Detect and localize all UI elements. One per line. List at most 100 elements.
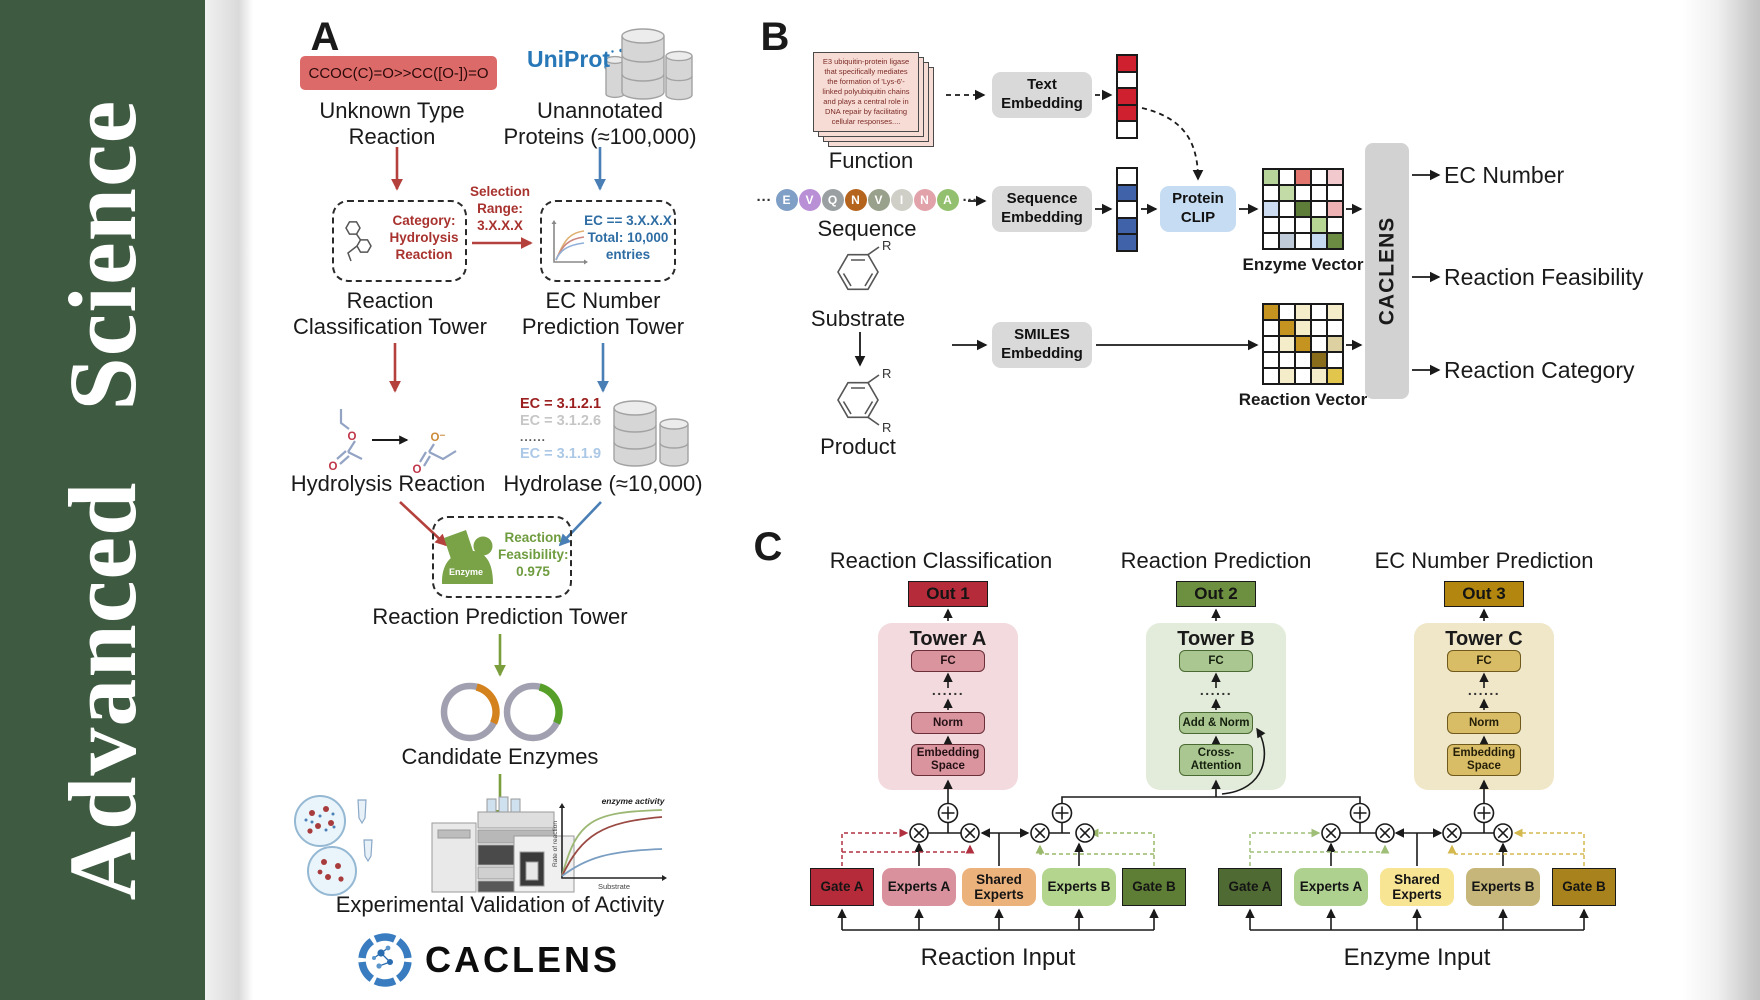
enzyme-icon-label: Enzyme <box>448 567 483 577</box>
curve-label: enzyme activity <box>602 796 666 806</box>
page-right-shadow <box>1682 0 1760 1000</box>
graph-ylabel: Rate of reaction <box>552 821 559 867</box>
reaction-vector-matrix <box>1262 303 1344 385</box>
product-molecule <box>837 374 880 426</box>
panel-b-label: B <box>760 15 790 59</box>
task-header-ec-number-prediction: EC Number Prediction <box>1374 548 1594 573</box>
enzyme-gate-b: Gate B <box>1552 868 1616 906</box>
activity-graph: enzyme activity Rate of reaction Substra… <box>552 796 667 891</box>
tower-c-embedding: Embedding Space <box>1447 744 1521 776</box>
tower-b-fc: FC <box>1179 650 1253 672</box>
panel-b-arrows <box>854 89 1441 376</box>
enzyme-input-label: Enzyme Input <box>1343 944 1491 971</box>
enzyme-vector-label: Enzyme Vector <box>1242 255 1364 274</box>
tower-a-dots: ...... <box>931 682 965 698</box>
reaction-experts-b: Experts B <box>1042 868 1116 906</box>
ec-item-ellipsis: ...... <box>520 430 547 444</box>
product-label: Product <box>820 434 896 459</box>
reaction-gate-b: Gate B <box>1122 868 1186 906</box>
ec-tower-label: EC Number Prediction Tower <box>521 288 685 339</box>
reaction-vector-label: Reaction Vector <box>1238 390 1368 409</box>
function-card: E3 ubiquitin-protein ligase that specifi… <box>813 52 919 132</box>
tower-c-dots: ...... <box>1467 682 1501 698</box>
cell-assay-icon <box>294 795 373 896</box>
tower-a-title: Tower A <box>909 628 987 650</box>
function-label: Function <box>828 148 914 173</box>
hydrolase-database-icon <box>613 400 689 467</box>
task-header-reaction-prediction: Reaction Prediction <box>1120 548 1312 573</box>
candidate-enzymes-label: Candidate Enzymes <box>401 744 599 769</box>
multiply-node-icon <box>909 823 1513 843</box>
add-node-icon <box>937 802 1495 824</box>
output-reaction-category: Reaction Category <box>1444 357 1635 383</box>
substrate-molecule <box>837 246 880 291</box>
hydrolase-label: Hydrolase (≈10,000) <box>503 471 703 496</box>
ec-item: EC = 3.1.2.6 <box>520 412 602 429</box>
category-dashed-box: Category: Hydrolysis Reaction <box>332 200 467 282</box>
gate-weight-paths <box>841 828 1585 866</box>
tower-c-title: Tower C <box>1445 628 1523 650</box>
ec-item: EC = 3.1.2.1 <box>520 396 602 412</box>
caclens-logo-icon <box>358 933 412 987</box>
classification-tower-label: Reaction Classification Tower <box>292 288 487 339</box>
svg-text:O⁻: O⁻ <box>430 432 445 444</box>
panel-a-label: A <box>310 15 340 59</box>
reaction-smiles-box: CCOC(C)=O>>CC([O-])=O <box>300 56 497 90</box>
plasmid-icons <box>440 682 563 742</box>
hydrolysis-reaction-label: Hydrolysis Reaction <box>290 471 486 496</box>
svg-text:R: R <box>882 420 891 435</box>
task-header-reaction-classification: Reaction Classification <box>829 548 1053 573</box>
sequence-embedding-box: Sequence Embedding <box>992 186 1092 232</box>
tower-a-embedding: Embedding Space <box>911 744 985 776</box>
enzyme-vector-matrix <box>1262 168 1344 250</box>
sequence-embedding-vector <box>1116 167 1138 252</box>
ec-range-label: EC == 3.X.X.X Total: 10,000 entries <box>584 213 672 262</box>
unknown-reaction-label: Unknown Type Reaction <box>319 98 465 149</box>
function-card-text: E3 ubiquitin-protein ligase that specifi… <box>822 57 910 126</box>
hydrolysis-atom-labels: O O O⁻ O <box>329 431 446 476</box>
caclens-wordmark: CACLENS <box>425 939 621 980</box>
reaction-gate-a: Gate A <box>810 868 874 906</box>
reaction-shared-experts: Shared Experts <box>962 868 1036 906</box>
graph-xlabel: Substrate <box>598 882 630 891</box>
text-embedding-vector <box>1116 54 1138 139</box>
uniprot-database-icon <box>605 28 693 101</box>
tower-a-fc: FC <box>911 650 985 672</box>
category-box-label: Category: Hydrolysis Reaction <box>389 213 459 262</box>
tower-c-fc: FC <box>1447 650 1521 672</box>
protein-clip-box: Protein CLIP <box>1160 186 1236 232</box>
out2-box: Out 2 <box>1176 581 1256 607</box>
selection-range-label: Selection Range: 3.X.X.X <box>469 184 531 233</box>
ec-range-dashed-box: EC == 3.X.X.X Total: 10,000 entries <box>540 200 676 282</box>
enzyme-experts-b: Experts B <box>1466 868 1540 906</box>
tower-b-dots: ...... <box>1199 682 1233 698</box>
caclens-block-label: CACLENS <box>1375 216 1399 326</box>
ellipsis: ··· <box>756 191 772 209</box>
svg-text:O: O <box>348 431 357 443</box>
out1-box: Out 1 <box>908 581 988 607</box>
r-group-labels: R R R <box>882 238 891 435</box>
out3-box: Out 3 <box>1444 581 1524 607</box>
tower-a-norm: Norm <box>911 712 985 734</box>
experimental-validation-label: Experimental Validation of Activity <box>335 892 665 917</box>
enzyme-experts-a: Experts A <box>1294 868 1368 906</box>
feasibility-label: Reaction Feasibility: 0.975 <box>498 530 569 579</box>
caclens-model-block: CACLENS <box>1365 143 1409 399</box>
ec-item: EC = 3.1.1.9 <box>520 445 602 462</box>
enzyme-gate-a: Gate A <box>1218 868 1282 906</box>
unannotated-proteins-label: Unannotated Proteins (≈100,000) <box>503 98 697 149</box>
enzyme-shared-experts: Shared Experts <box>1380 868 1454 906</box>
hydrolysis-molecules <box>336 409 457 467</box>
journal-sidebar: Advanced Science <box>0 0 205 1000</box>
tower-b-title: Tower B <box>1177 628 1255 650</box>
prediction-tower-label: Reaction Prediction Tower <box>372 604 628 629</box>
ec-prediction-list: EC = 3.1.2.1 EC = 3.1.2.6 ...... EC = 3.… <box>520 396 610 462</box>
tower-b-cross-attention: Cross-Attention <box>1179 744 1253 776</box>
page-left-shadow <box>205 0 253 1000</box>
output-reaction-feasibility: Reaction Feasibility <box>1444 264 1644 290</box>
tower-c-norm: Norm <box>1447 712 1521 734</box>
tower-b-add-norm: Add & Norm <box>1179 712 1253 734</box>
